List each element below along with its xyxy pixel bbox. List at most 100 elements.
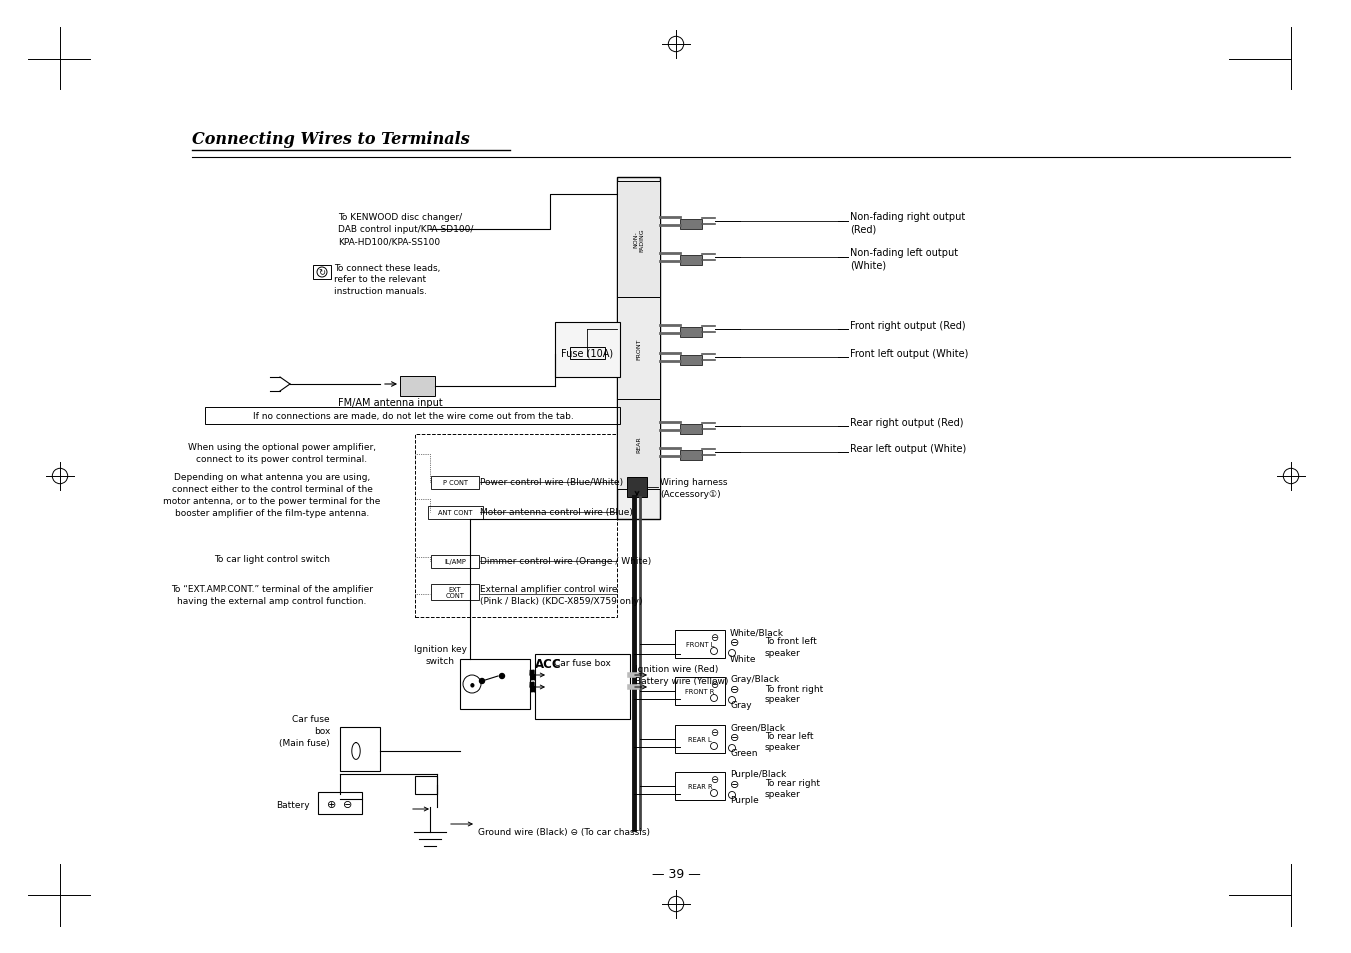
Text: Front left output (White): Front left output (White) <box>850 349 969 358</box>
Text: DAB control input/KPA-SD100/: DAB control input/KPA-SD100/ <box>338 225 473 234</box>
Text: Wiring harness: Wiring harness <box>661 478 727 487</box>
Text: Battery wire (Yellow): Battery wire (Yellow) <box>635 677 728 686</box>
Bar <box>459 659 530 709</box>
Text: ANT CONT: ANT CONT <box>438 510 473 516</box>
Text: EXT
CONT: EXT CONT <box>446 586 465 598</box>
Bar <box>340 727 380 771</box>
Bar <box>415 776 436 794</box>
Text: ⊕: ⊕ <box>327 800 336 809</box>
Text: (Pink / Black) (KDC-X859/X759 only): (Pink / Black) (KDC-X859/X759 only) <box>480 596 643 605</box>
Text: — 39 —: — 39 — <box>651 867 700 881</box>
Text: External amplifier control wire: External amplifier control wire <box>480 585 617 594</box>
Text: FRONT L: FRONT L <box>686 641 715 647</box>
Text: NON-
FADING: NON- FADING <box>634 228 644 252</box>
Bar <box>680 424 703 435</box>
Text: booster amplifier of the film-type antenna.: booster amplifier of the film-type anten… <box>174 509 369 518</box>
Text: Power control wire (Blue/White): Power control wire (Blue/White) <box>480 478 623 487</box>
Bar <box>431 476 480 489</box>
Text: Non-fading left output: Non-fading left output <box>850 248 958 257</box>
Bar <box>431 555 480 568</box>
Bar <box>676 725 725 753</box>
Bar <box>627 477 647 497</box>
Circle shape <box>480 679 485 684</box>
Bar <box>400 376 435 396</box>
Text: To connect these leads,: To connect these leads, <box>334 264 440 274</box>
Text: White: White <box>730 654 757 662</box>
Text: ●: ● <box>470 681 474 687</box>
Text: ⊖: ⊖ <box>709 633 719 642</box>
Bar <box>680 451 703 460</box>
Text: (Red): (Red) <box>850 224 877 233</box>
Text: Battery: Battery <box>277 801 309 810</box>
Text: Car fuse: Car fuse <box>292 715 330 723</box>
Bar <box>676 630 725 659</box>
Text: ⊖: ⊖ <box>730 638 739 647</box>
Text: To car light control switch: To car light control switch <box>213 555 330 564</box>
Text: To rear right: To rear right <box>765 779 820 788</box>
Text: Fuse (10A): Fuse (10A) <box>561 349 613 358</box>
Text: Depending on what antenna you are using,: Depending on what antenna you are using, <box>174 473 370 482</box>
Text: Ignition wire (Red): Ignition wire (Red) <box>635 665 719 674</box>
Text: ⊖: ⊖ <box>730 732 739 742</box>
Text: box: box <box>313 727 330 736</box>
Text: (Accessory①): (Accessory①) <box>661 490 720 499</box>
Bar <box>427 506 482 519</box>
Text: P CONT: P CONT <box>443 479 467 485</box>
Text: IL/AMP: IL/AMP <box>444 558 466 564</box>
Text: Car fuse box: Car fuse box <box>554 658 611 667</box>
Text: ⊖: ⊖ <box>709 774 719 784</box>
Bar <box>205 408 620 424</box>
Bar <box>676 772 725 801</box>
Text: Green: Green <box>730 749 758 758</box>
Text: Purple/Black: Purple/Black <box>730 770 786 779</box>
Text: To front left: To front left <box>765 637 817 646</box>
Bar <box>317 792 362 814</box>
Bar <box>415 435 617 618</box>
Text: When using the optional power amplifier,: When using the optional power amplifier, <box>188 443 376 452</box>
Text: having the external amp control function.: having the external amp control function… <box>177 597 366 606</box>
Bar <box>617 399 661 490</box>
Bar <box>617 182 661 297</box>
Text: To KENWOOD disc changer/: To KENWOOD disc changer/ <box>338 213 462 222</box>
Text: (Main fuse): (Main fuse) <box>280 739 330 748</box>
Text: speaker: speaker <box>765 742 801 752</box>
Text: Green/Black: Green/Black <box>730 722 785 732</box>
Text: To “EXT.AMP.CONT.” terminal of the amplifier: To “EXT.AMP.CONT.” terminal of the ampli… <box>172 585 373 594</box>
Text: ⊖: ⊖ <box>730 684 739 695</box>
Text: (White): (White) <box>850 260 886 270</box>
Text: Front right output (Red): Front right output (Red) <box>850 320 966 331</box>
Circle shape <box>500 674 504 679</box>
Text: ⊖: ⊖ <box>343 800 353 809</box>
Text: REAR R: REAR R <box>688 783 712 789</box>
Text: Rear right output (Red): Rear right output (Red) <box>850 417 963 428</box>
Bar <box>680 255 703 266</box>
Text: Purple: Purple <box>730 796 759 804</box>
Text: ⊖: ⊖ <box>709 679 719 689</box>
Text: To front right: To front right <box>765 684 823 693</box>
Text: speaker: speaker <box>765 695 801 703</box>
Text: FRONT R: FRONT R <box>685 688 715 695</box>
Text: White/Black: White/Black <box>730 628 784 637</box>
Text: Non-fading right output: Non-fading right output <box>850 212 965 222</box>
Text: REAR: REAR <box>636 436 640 453</box>
Text: ↻: ↻ <box>319 268 326 277</box>
Text: connect either to the control terminal of the: connect either to the control terminal o… <box>172 485 373 494</box>
Text: Rear left output (White): Rear left output (White) <box>850 443 966 454</box>
Bar <box>431 584 480 600</box>
Text: REAR L: REAR L <box>688 737 712 742</box>
Text: FRONT: FRONT <box>636 338 640 359</box>
Text: Connecting Wires to Terminals: Connecting Wires to Terminals <box>192 131 470 148</box>
Text: Ground wire (Black) ⊖ (To car chassis): Ground wire (Black) ⊖ (To car chassis) <box>478 827 650 837</box>
Text: refer to the relevant: refer to the relevant <box>334 275 426 284</box>
Text: FM/AM antenna input: FM/AM antenna input <box>338 397 442 408</box>
Bar <box>535 655 630 720</box>
Bar <box>617 178 661 519</box>
Text: To rear left: To rear left <box>765 732 813 740</box>
Bar <box>680 220 703 230</box>
Bar <box>676 678 725 705</box>
Bar <box>313 266 331 280</box>
Text: Ignition key: Ignition key <box>413 645 466 654</box>
Text: ⊖: ⊖ <box>709 727 719 738</box>
Bar <box>570 348 605 359</box>
Text: KPA-HD100/KPA-SS100: KPA-HD100/KPA-SS100 <box>338 237 440 246</box>
